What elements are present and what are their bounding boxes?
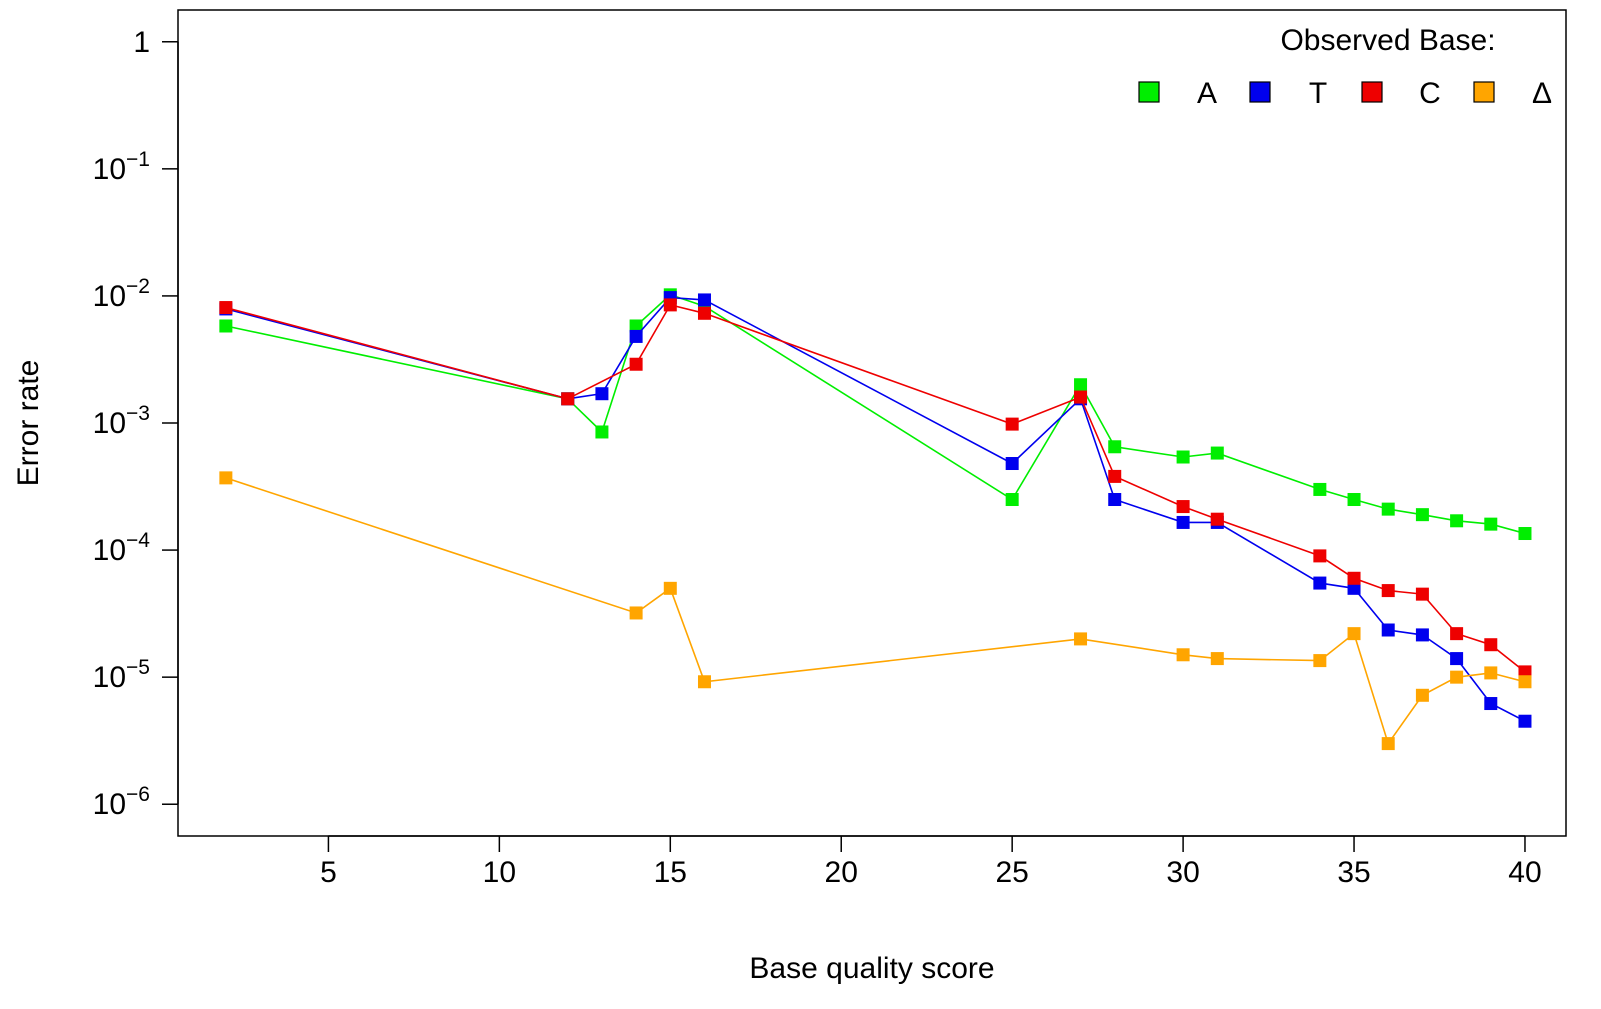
series-line-t [225, 296, 1526, 722]
x-axis: 5 10 15 20 25 30 35 40 [320, 835, 1542, 889]
data-point [1210, 652, 1224, 666]
data-point [1176, 500, 1190, 514]
x-tick-label: 15 [654, 856, 687, 889]
data-point [663, 581, 677, 595]
y-tick-label: 1 [133, 26, 150, 59]
plot-frame [177, 9, 1567, 837]
legend-swatch-t [1249, 81, 1271, 103]
y-tick-label: 10−5 [93, 656, 150, 694]
legend-swatch-a [1138, 81, 1160, 103]
data-point [1381, 623, 1395, 637]
data-point [697, 293, 711, 307]
data-point [595, 425, 609, 439]
data-point [1347, 571, 1361, 585]
data-point [595, 387, 609, 401]
data-point [1108, 469, 1122, 483]
series-a [219, 288, 1532, 541]
x-tick-label: 35 [1337, 856, 1370, 889]
data-point [1381, 502, 1395, 516]
y-axis: 1 10−1 10−2 10−3 10−4 10−5 10−6 [93, 26, 179, 821]
data-point [697, 675, 711, 689]
x-tick-label: 30 [1166, 856, 1199, 889]
x-tick-label: 10 [483, 856, 516, 889]
data-point [1450, 627, 1464, 641]
data-point [629, 319, 643, 333]
x-tick-label: 20 [825, 856, 858, 889]
data-point [1176, 648, 1190, 662]
data-point [1074, 632, 1088, 646]
data-point [1210, 446, 1224, 460]
data-point [1313, 482, 1327, 496]
legend-label-delta: Δ [1532, 77, 1552, 110]
data-point [219, 319, 233, 333]
data-point [1450, 514, 1464, 528]
legend-title: Observed Base: [1280, 24, 1495, 57]
data-point [1108, 493, 1122, 507]
data-point [1415, 508, 1429, 522]
series-c [219, 298, 1532, 679]
data-point [1518, 527, 1532, 541]
legend-swatch-c [1361, 81, 1383, 103]
data-point [1074, 390, 1088, 404]
data-point [629, 329, 643, 343]
data-point [1415, 688, 1429, 702]
legend-label-a: A [1197, 77, 1217, 110]
y-axis-label: Error rate [12, 360, 45, 487]
data-point [1347, 627, 1361, 641]
data-point [1005, 493, 1019, 507]
data-point [1450, 652, 1464, 666]
data-point [1415, 628, 1429, 642]
data-point [1210, 512, 1224, 526]
legend: Observed Base: A T C Δ [1138, 24, 1552, 110]
data-point [1005, 457, 1019, 471]
series-line-a [225, 293, 1526, 535]
series-layer [219, 288, 1532, 751]
data-point [1347, 493, 1361, 507]
data-point [1484, 638, 1498, 652]
legend-swatch-delta [1473, 81, 1495, 103]
data-point [629, 606, 643, 620]
data-point [1347, 581, 1361, 595]
y-tick-label: 10−2 [93, 275, 150, 313]
data-point [1518, 675, 1532, 689]
data-point [1108, 440, 1122, 454]
data-point [1313, 549, 1327, 563]
data-point [1176, 515, 1190, 529]
y-tick-label: 10−6 [93, 783, 150, 821]
x-tick-label: 5 [320, 856, 337, 889]
data-point [219, 471, 233, 485]
data-point [1176, 450, 1190, 464]
data-point [629, 357, 643, 371]
data-point [1381, 584, 1395, 598]
series-delta [219, 471, 1532, 751]
data-point [1005, 417, 1019, 431]
series-line-delta [225, 477, 1526, 746]
data-point [219, 301, 233, 315]
data-point [1313, 576, 1327, 590]
data-point [1381, 737, 1395, 751]
y-tick-label: 10−3 [93, 402, 150, 440]
data-point [697, 306, 711, 320]
data-point [663, 298, 677, 312]
data-point [1484, 666, 1498, 680]
data-point [1518, 665, 1532, 679]
legend-label-t: T [1309, 77, 1327, 110]
data-point [1518, 714, 1532, 728]
y-tick-label: 10−4 [93, 529, 151, 567]
data-point [561, 392, 575, 406]
y-tick-label: 10−1 [93, 148, 150, 186]
data-point [1484, 517, 1498, 531]
x-tick-label: 40 [1508, 856, 1541, 889]
data-point [1450, 670, 1464, 684]
data-point [1313, 654, 1327, 668]
data-point [1415, 587, 1429, 601]
data-point [1484, 697, 1498, 711]
data-point [1074, 378, 1088, 392]
legend-label-c: C [1419, 77, 1441, 110]
x-axis-label: Base quality score [749, 952, 994, 985]
x-tick-label: 25 [995, 856, 1028, 889]
series-line-c [225, 303, 1526, 673]
